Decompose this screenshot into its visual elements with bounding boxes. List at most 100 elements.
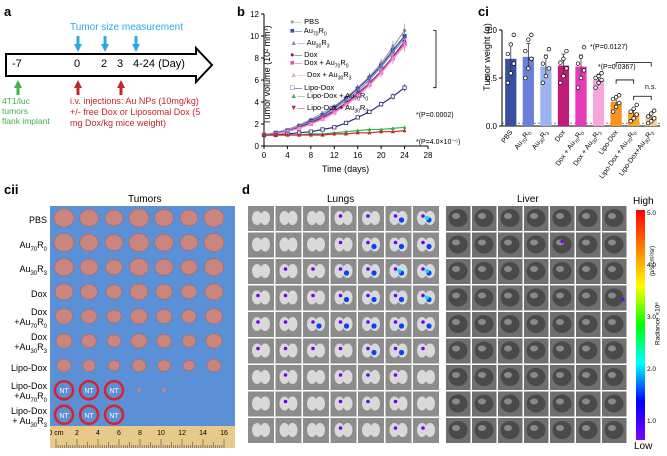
signal-spot <box>338 373 343 377</box>
lung-lobe <box>417 290 427 305</box>
liver-highlight <box>452 266 460 272</box>
sig-bracket <box>615 79 635 84</box>
tumor-row-label: Lipo-Dox <box>10 362 47 373</box>
signal-spot <box>366 267 370 271</box>
liver-highlight <box>530 239 538 246</box>
panel-d-label: d <box>242 182 250 197</box>
signal-spot <box>343 323 350 329</box>
signal-spot <box>425 216 429 220</box>
ruler-label: 2 <box>75 430 79 437</box>
lung-lobe <box>370 396 380 411</box>
lung-lobe <box>252 396 262 411</box>
data-point <box>344 103 348 107</box>
liver-highlight <box>452 292 460 299</box>
data-point <box>390 56 395 61</box>
lung-lobe <box>334 317 345 331</box>
lung-lobe <box>315 211 325 225</box>
y-tick-label: 2 <box>255 120 260 129</box>
liver-highlight <box>530 372 538 378</box>
lung-lobe <box>287 264 298 278</box>
signal-spot <box>398 296 405 303</box>
nt-label: NT <box>84 413 94 420</box>
lung-lobe <box>252 211 262 225</box>
data-point <box>355 115 360 120</box>
legend-item-lipo: □— Lipo-Dox <box>290 82 335 92</box>
ruler-label: 6 <box>117 430 121 437</box>
measure-label: Tumor size measurement <box>70 22 183 33</box>
tumor <box>81 334 97 348</box>
tumor <box>154 209 174 227</box>
nt-ring <box>78 379 100 401</box>
nt-label: NT <box>109 388 119 395</box>
liver-highlight <box>556 292 564 299</box>
y-tick-label: 0 <box>255 142 260 151</box>
signal-spot <box>283 267 288 271</box>
lung-lobe <box>370 211 380 225</box>
signal-spot <box>343 296 350 303</box>
colorbar-tick: 5.0 <box>647 210 657 217</box>
lung-lobe <box>252 264 262 278</box>
tumor <box>80 308 98 324</box>
lung-lobe <box>279 317 290 331</box>
lung-lobe <box>252 317 262 331</box>
data-point <box>593 85 598 90</box>
panel-a-timeline <box>5 36 214 95</box>
lung-lobe <box>260 343 270 358</box>
liver-highlight <box>478 213 486 219</box>
signal-spot <box>426 323 432 329</box>
signal-spot <box>311 346 315 351</box>
tumor <box>129 283 149 301</box>
lung-lobe <box>315 396 325 411</box>
signal-spot <box>421 320 425 324</box>
lung-lobe <box>389 290 400 305</box>
implant-line: flank implant <box>2 116 50 126</box>
signal-spot <box>426 243 432 250</box>
lung-lobe <box>307 290 317 305</box>
legend-item-dox-au70: ■— Dox + Au70R0 <box>290 58 349 70</box>
stat-b-2: *(P=4.0×10⁻⁵) <box>416 139 461 146</box>
tumor-row-label: PBS <box>28 215 47 225</box>
tumor-row-label: Au70R0 <box>19 239 47 253</box>
signal-spot <box>393 267 398 271</box>
signal-spot <box>316 323 322 329</box>
signal-spot <box>371 270 377 276</box>
legend-item-dox: ●— Dox <box>290 49 318 59</box>
tumor <box>106 309 122 324</box>
liver-highlight <box>582 239 590 246</box>
ruler-label: 4 <box>96 430 100 437</box>
signal-spot <box>338 346 343 351</box>
tumor <box>128 208 150 228</box>
lung-lobe <box>417 211 427 225</box>
stat-ci-2: *(P=0.0367) <box>598 64 636 71</box>
lung-lobe <box>279 211 290 225</box>
tumor <box>82 359 96 372</box>
tumor <box>137 388 141 393</box>
data-point <box>367 127 372 132</box>
signal-spot <box>283 320 288 324</box>
lung-lobe <box>252 290 262 305</box>
data-point <box>402 43 407 48</box>
panel-cii-label: cii <box>4 182 19 197</box>
data-point <box>575 85 581 90</box>
liver-highlight <box>478 239 486 246</box>
liver-highlight <box>556 319 564 325</box>
lung-lobe <box>307 237 317 252</box>
data-point <box>652 116 657 121</box>
tumor-row-label: Dox +Au70R0 <box>14 307 47 331</box>
liver-highlight <box>608 239 616 246</box>
tumor <box>205 333 223 349</box>
lung-lobe <box>307 396 317 411</box>
lung-lobe <box>397 370 408 384</box>
injection-arrows <box>74 80 125 95</box>
nt-ring <box>103 379 125 401</box>
liver-highlight <box>530 213 538 219</box>
lung-lobe <box>334 264 345 278</box>
chart-b-ylabel: Tumor volume (10² mm³) <box>262 25 272 125</box>
ruler-label: 0 cm <box>50 430 64 437</box>
y-tick-label: 1.0 <box>486 26 498 35</box>
x-tick-label: 4 <box>285 151 290 160</box>
lung-lobe <box>334 370 345 384</box>
liver-highlight <box>530 292 538 299</box>
lung-lobe <box>362 237 372 252</box>
